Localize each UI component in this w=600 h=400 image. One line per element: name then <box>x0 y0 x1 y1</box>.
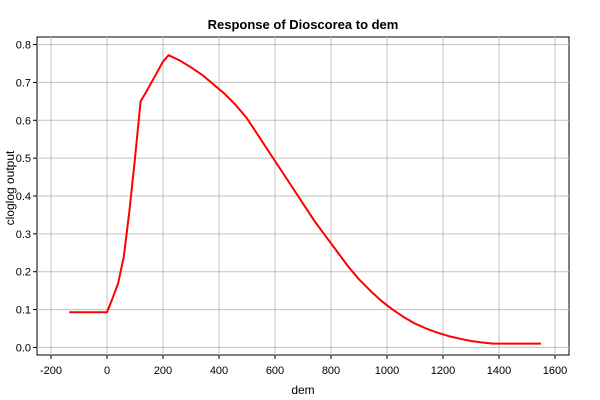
series-line <box>69 54 541 345</box>
y-tick-label: 0.5 <box>16 153 31 165</box>
x-tick-label: 0 <box>104 365 110 377</box>
x-tick-label: 800 <box>322 365 340 377</box>
x-axis-label: dem <box>291 383 314 397</box>
y-tick-label: 0.2 <box>16 267 31 279</box>
x-tick-label: -200 <box>40 365 62 377</box>
chart-title: Response of Dioscorea to dem <box>208 17 399 32</box>
y-tick-label: 0.4 <box>16 191 31 203</box>
x-tick-label: 1200 <box>431 365 455 377</box>
x-axis: -200 0 200 400 600 800 1000 1200 1400 1600 <box>40 355 567 377</box>
y-axis-label: cloglog output <box>3 150 17 225</box>
x-tick-label: 1600 <box>543 365 567 377</box>
x-tick-label: 1400 <box>487 365 511 377</box>
x-tick-label: 200 <box>154 365 172 377</box>
y-tick-label: 0.6 <box>16 115 31 127</box>
y-tick-label: 0.1 <box>16 305 31 317</box>
x-tick-label: 1000 <box>375 365 399 377</box>
y-axis: 0.0 0.1 0.2 0.3 0.4 0.5 0.6 0.7 0.8 <box>16 40 37 354</box>
y-tick-label: 0.3 <box>16 229 31 241</box>
x-tick-label: 600 <box>266 365 284 377</box>
x-tick-label: 400 <box>210 365 228 377</box>
y-tick-label: 0.7 <box>16 77 31 89</box>
y-tick-label: 0.8 <box>16 40 31 52</box>
y-tick-label: 0.0 <box>16 342 31 354</box>
series-layer <box>69 54 541 345</box>
